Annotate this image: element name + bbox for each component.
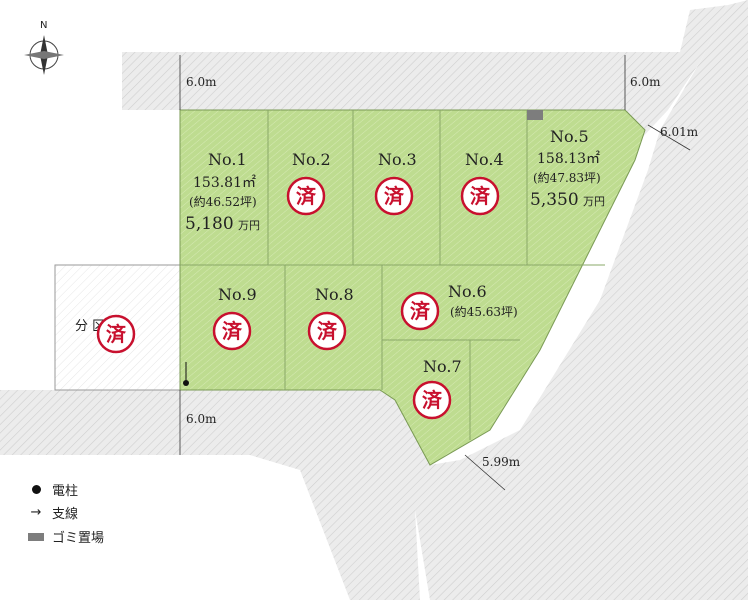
sold-stamp-lot-4: 済 [460,176,500,216]
sold-stamp-lot-2: 済 [286,176,326,216]
sold-stamp-lot-3: 済 [374,176,414,216]
sold-stamp-text: 済 [106,322,127,346]
sold-stamp-lot-9: 済 [212,311,252,351]
legend-label: ゴミ置場 [52,531,105,546]
compass-north-label: N [40,20,47,31]
legend-label: 支線 [52,507,79,522]
legend-item-guy-wire: → 支線 [28,503,78,522]
sold-stamp-text: 済 [470,184,491,208]
garbage-area-icon [28,532,44,541]
lot-dividers [180,110,605,440]
lot-3-number: No.3 [378,150,417,169]
sold-stamp-text: 済 [384,184,405,208]
sold-stamp-lot-7: 済 [412,380,452,420]
lot-6-tsubo: (約45.63坪) [450,304,518,319]
road-bottom [0,390,460,600]
road-width-right-upper: 6.01m [660,125,699,139]
lot-1-area: 153.81㎡ [193,175,256,191]
lot-5-price: 5,350 [530,190,579,210]
sold-stamp-lot-8: 済 [307,311,347,351]
lot-6-number: No.6 [448,282,487,301]
sold-stamp-text: 済 [317,319,338,343]
lot-5-price-unit: 万円 [583,195,605,208]
lot-1-price-unit: 万円 [238,219,260,232]
lot-1-tsubo: (約46.52坪) [189,194,257,209]
lot-7-number: No.7 [423,357,462,376]
road-top [122,5,728,140]
sold-stamp-text: 済 [296,184,317,208]
road-width-top-right: 6.0m [630,75,661,89]
lot-8-number: No.8 [315,285,354,304]
garbage-area-box [527,110,543,120]
lot-5-number: No.5 [550,127,589,146]
guy-wire-icon: → [30,505,42,520]
lot-5-area: 158.13㎡ [537,151,600,167]
compass-rose [24,35,64,75]
lot-1-number: No.1 [208,150,247,169]
legend-label: 電柱 [52,484,79,499]
road-width-bottom-right: 5.99m [482,455,521,469]
lot-2-number: No.2 [292,150,331,169]
sold-stamp-text: 済 [410,299,431,323]
road-right [415,0,748,600]
lot-5-tsubo: (約47.83坪) [533,170,601,185]
lot-9-number: No.9 [218,285,257,304]
sold-stamp-lot-6: 済 [400,291,440,331]
lot-4-number: No.4 [465,150,504,169]
road-width-top-left: 6.0m [186,75,217,89]
sold-stamp-text: 済 [422,388,443,412]
legend-item-utility-pole: 電柱 [28,480,78,499]
dimension-lines [179,55,691,491]
legend-item-garbage-area: ゴミ置場 [28,527,104,546]
sold-stamp-text: 済 [222,319,243,343]
road-width-bottom-left: 6.0m [186,412,217,426]
lot-1-price: 5,180 [185,214,234,234]
utility-pole-icon [28,485,44,494]
sold-stamp-separate-lot: 済 [96,314,136,354]
